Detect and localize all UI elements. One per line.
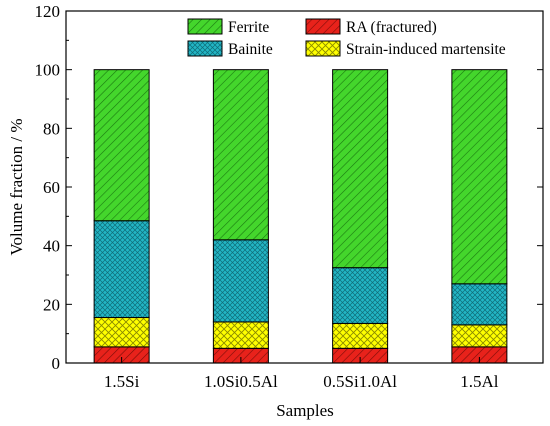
x-tick-label-1-5al: 1.5Al (460, 372, 499, 391)
legend-label-strain-induced-martensite: Strain-induced martensite (346, 41, 506, 58)
x-tick-label-0-5si1-0al: 0.5Si1.0Al (323, 372, 397, 391)
y-tick-label: 120 (35, 2, 61, 21)
x-axis-title: Samples (276, 401, 334, 420)
bars-group (93, 69, 508, 364)
legend-label-ra-fractured: RA (fractured) (346, 19, 437, 36)
legend-swatch-bainite (187, 40, 223, 57)
y-tick-label: 100 (35, 61, 61, 80)
bar-bainite-0-5si1-0al (332, 267, 389, 324)
bar-ferrite-1-5al (451, 69, 508, 285)
legend-swatch-ferrite (187, 18, 223, 35)
bar-strain-induced-martensite-1-5al (451, 324, 508, 348)
bar-strain-induced-martensite-1-0si0-5al (212, 321, 269, 349)
y-tick-label: 20 (43, 295, 60, 314)
bar-bainite-1-5al (451, 283, 508, 326)
y-axis-ticks: 0 20 40 60 80 100 120 (35, 2, 543, 373)
x-tick-label-1-5si: 1.5Si (104, 372, 140, 391)
legend-label-ferrite: Ferrite (228, 19, 269, 36)
x-axis-ticks: 1.5Si 1.0Si0.5Al 0.5Si1.0Al 1.5Al (104, 357, 499, 391)
y-tick-label: 60 (43, 178, 60, 197)
y-axis-title: Volume fraction / % (7, 118, 26, 255)
legend-swatch-ra-fractured (305, 18, 341, 35)
bar-bainite-1-5si (93, 220, 150, 319)
legend-label-bainite: Bainite (228, 41, 273, 58)
y-tick-label: 40 (43, 237, 60, 256)
bar-ferrite-1-0si0-5al (212, 69, 269, 241)
legend: Ferrite RA (fractured) Bainite Strain-induc… (187, 18, 506, 58)
legend-swatch-strain-induced-martensite (305, 40, 341, 57)
bar-ferrite-1-5si (93, 69, 150, 222)
bar-strain-induced-martensite-1-5si (93, 317, 150, 348)
x-tick-label-1-0si0-5al: 1.0Si0.5Al (204, 372, 278, 391)
y-tick-label: 0 (52, 354, 61, 373)
bar-bainite-1-0si0-5al (212, 239, 269, 323)
bar-strain-induced-martensite-0-5si1-0al (332, 322, 389, 349)
bar-ferrite-0-5si1-0al (332, 69, 389, 269)
y-tick-label: 80 (43, 119, 60, 138)
